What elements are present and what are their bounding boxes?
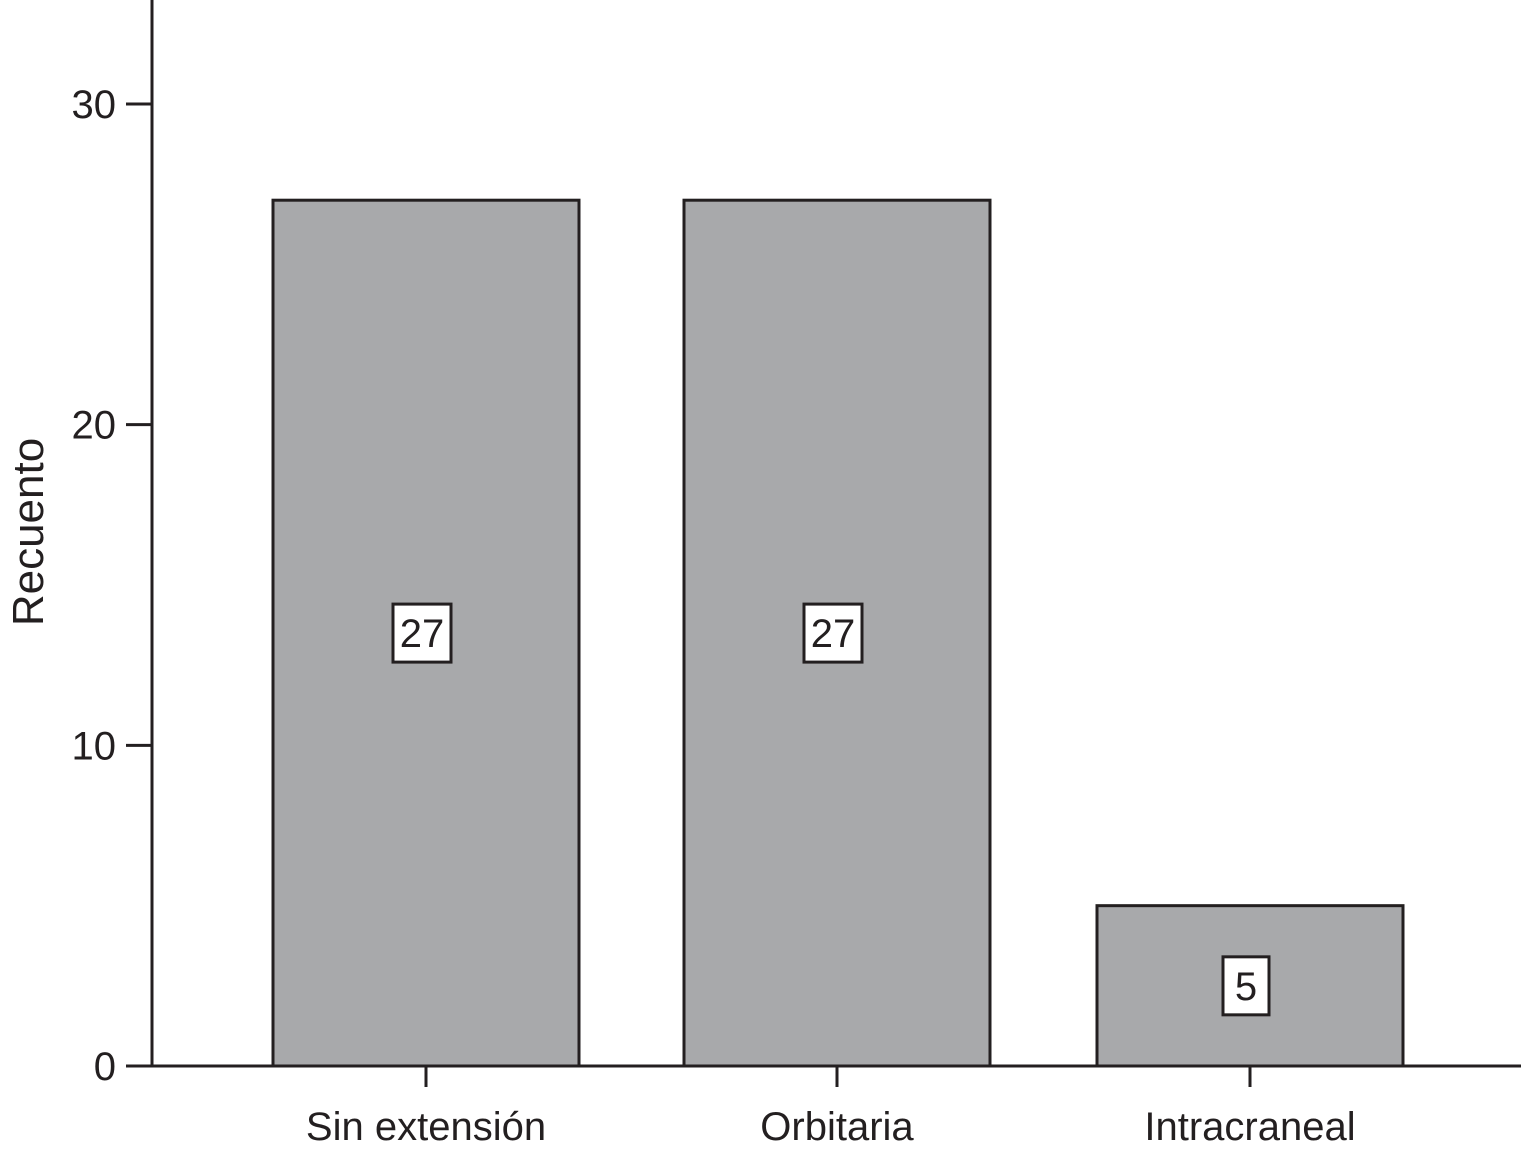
value-label-box-1 bbox=[391, 602, 453, 664]
value-label-3: 5 bbox=[1235, 965, 1257, 1009]
value-labels-group: 27 27 5 bbox=[391, 602, 1271, 1017]
axes-group: 0 10 20 30 Sin extensión Orbitaria Intracranea… bbox=[72, 0, 1521, 1149]
y-tick-label-0: 0 bbox=[94, 1045, 116, 1089]
y-tick-label-30: 30 bbox=[72, 83, 117, 127]
y-axis-title: Recuento bbox=[4, 438, 53, 626]
value-label-1: 27 bbox=[400, 612, 445, 656]
value-label-2: 27 bbox=[811, 612, 856, 656]
x-tick-label-2: Orbitaria bbox=[760, 1105, 914, 1149]
y-tick-label-10: 10 bbox=[72, 724, 117, 768]
x-tick-label-3: Intracraneal bbox=[1144, 1105, 1355, 1149]
x-tick-label-1: Sin extensión bbox=[306, 1105, 546, 1149]
value-label-box-3 bbox=[1221, 955, 1271, 1017]
value-label-box-2 bbox=[802, 602, 864, 664]
y-tick-label-20: 20 bbox=[72, 404, 117, 448]
